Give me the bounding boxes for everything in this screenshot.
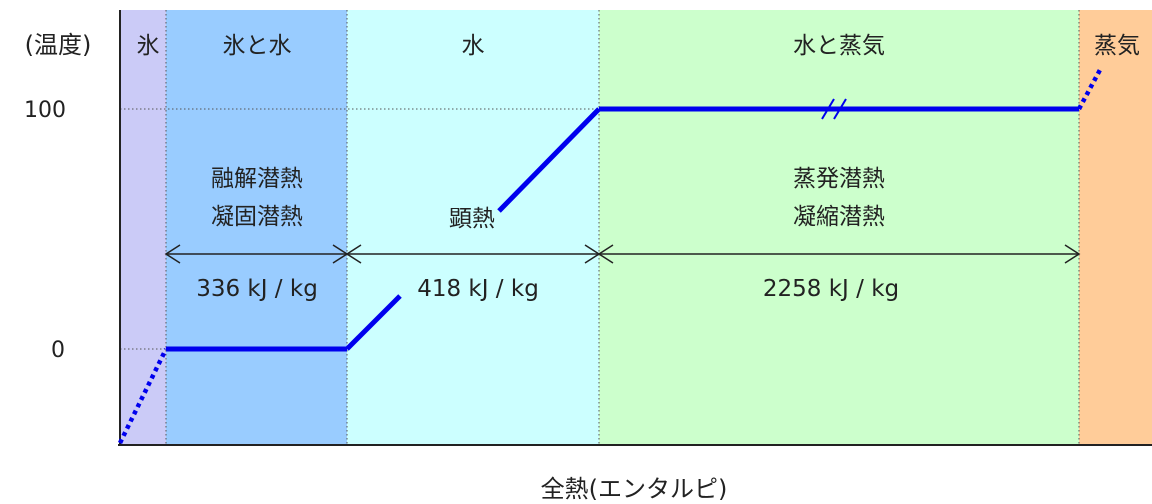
region-water-bg — [347, 10, 599, 444]
break-mark — [821, 98, 847, 120]
region-label-steam: 蒸気 — [1094, 33, 1140, 59]
sensible-heat-label: 顕熱 — [449, 206, 495, 232]
region-dividers — [165, 10, 1080, 444]
fusion-energy-value: 336 kJ / kg — [196, 276, 318, 302]
region-label-water: 水 — [462, 33, 485, 59]
region-ice-bg — [120, 10, 166, 444]
y-axis-title: (温度) — [25, 31, 92, 59]
water-heating-slope-lower — [345, 294, 402, 351]
region-label-ice-water: 氷と水 — [223, 33, 292, 59]
solidification-latent-heat-label: 凝固潜熱 — [211, 204, 303, 230]
x-axis-title: 全熱(エンタルピ) — [541, 475, 728, 503]
evaporation-latent-heat-label: 蒸発潜熱 — [793, 166, 885, 192]
ice-heating-dotted — [117, 348, 169, 444]
region-label-water-steam: 水と蒸気 — [793, 33, 885, 59]
evaporation-energy-value: 2258 kJ / kg — [763, 276, 899, 302]
y-tick-100: 100 — [24, 98, 66, 123]
condensation-latent-heat-label: 凝縮潜熱 — [793, 204, 885, 230]
region-ice-water-bg — [166, 10, 347, 444]
fusion-latent-heat-label: 融解潜熱 — [211, 166, 303, 192]
region-water-steam-bg — [599, 10, 1079, 444]
region-label-ice: 氷 — [137, 33, 160, 59]
water-heating-slope-upper — [497, 107, 601, 213]
region-steam-bg — [1079, 10, 1152, 444]
energy-arrows — [164, 244, 1081, 264]
y-tick-0: 0 — [51, 338, 65, 363]
sensible-energy-value: 418 kJ / kg — [417, 276, 539, 302]
